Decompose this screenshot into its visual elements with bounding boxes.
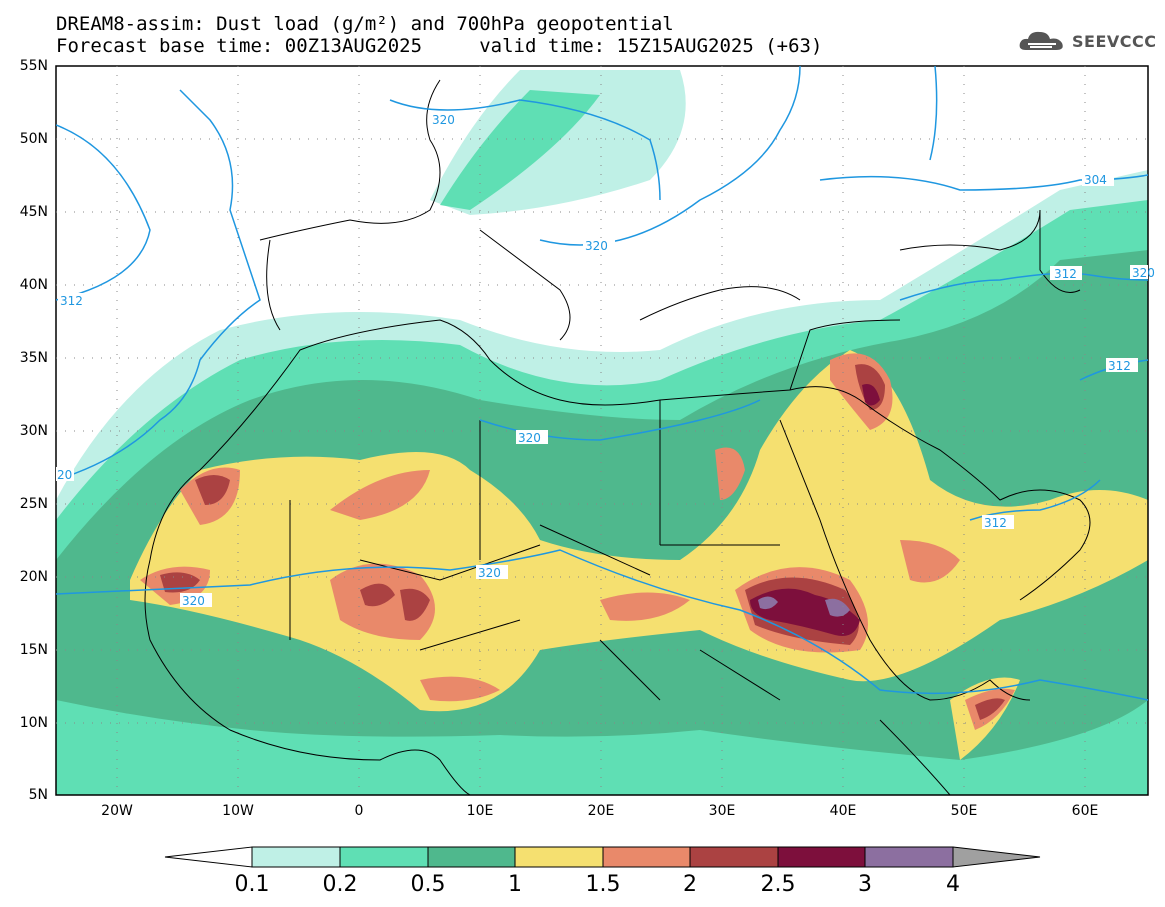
forecast-time-subtitle: Forecast base time: 00Z13AUG2025 valid t… <box>56 35 823 57</box>
colorbar-swatch <box>251 846 341 868</box>
coastlines <box>144 79 1091 795</box>
colorbar-label: 1.5 <box>585 872 621 897</box>
lat-label: 10N <box>19 715 48 731</box>
lon-label: 50E <box>950 803 978 819</box>
colorbar-label: 0.5 <box>410 872 446 897</box>
lat-label: 15N <box>19 642 48 658</box>
contour-label: 320 <box>518 431 541 445</box>
cloud-logo-icon <box>1019 31 1063 50</box>
contour-label: 320 <box>182 594 205 608</box>
colorbar-swatch <box>602 846 691 868</box>
graticule <box>56 66 1148 795</box>
lat-label: 25N <box>19 496 48 512</box>
contour-label: 304 <box>1084 173 1107 187</box>
colorbar-swatch <box>777 846 866 868</box>
colorbar-label: 2 <box>683 872 697 897</box>
colorbar-swatch <box>339 846 429 868</box>
lat-label: 50N <box>19 131 48 147</box>
contour-label: 320 <box>585 239 608 253</box>
map-title: DREAM8-assim: Dust load (g/m²) and 700hP… <box>56 13 674 35</box>
contour-label: 312 <box>60 294 83 308</box>
lat-label: 45N <box>19 204 48 220</box>
contour-label: 312 <box>1108 359 1131 373</box>
colorbar-label: 2.5 <box>760 872 796 897</box>
lon-label: 30E <box>708 803 736 819</box>
contour-label: 20 <box>57 468 72 482</box>
lat-label: 5N <box>28 787 48 803</box>
lat-label: 20N <box>19 569 48 585</box>
lon-label: 20E <box>587 803 615 819</box>
lat-label: 40N <box>19 277 48 293</box>
lat-label: 35N <box>19 350 48 366</box>
lon-label: 20W <box>101 803 133 819</box>
logo-text: SEEVCCC <box>1072 31 1157 51</box>
dust-field <box>56 70 1148 795</box>
colorbar-swatch <box>427 846 516 868</box>
colorbar-label: 0.2 <box>322 872 358 897</box>
colorbar-label: 4 <box>946 872 960 897</box>
colorbar-swatch <box>689 846 779 868</box>
colorbar-label: 0.1 <box>234 872 270 897</box>
contour-label: 312 <box>1054 267 1077 281</box>
lat-label: 30N <box>19 423 48 439</box>
lon-label: 10E <box>466 803 494 819</box>
colorbar-label: 1 <box>508 872 522 897</box>
colorbar-swatch <box>864 846 954 868</box>
colorbar-swatch <box>952 846 1041 868</box>
contour-label: 320 <box>432 113 455 127</box>
contour-label: 320 <box>1132 266 1155 280</box>
lon-label: 0 <box>354 803 364 819</box>
lon-label: 60E <box>1071 803 1099 819</box>
colorbar <box>164 846 1041 868</box>
contour-label: 320 <box>478 566 501 580</box>
lon-label: 10W <box>222 803 254 819</box>
colorbar-label: 3 <box>858 872 872 897</box>
colorbar-swatch <box>514 846 604 868</box>
seevccc-logo: SEEVCCC <box>1018 27 1157 55</box>
contour-labels: 320 320 304 312 312 312 320 320 320 320 … <box>56 112 1155 608</box>
lat-label: 55N <box>19 58 48 74</box>
lon-label: 40E <box>829 803 857 819</box>
contour-label: 312 <box>984 516 1007 530</box>
